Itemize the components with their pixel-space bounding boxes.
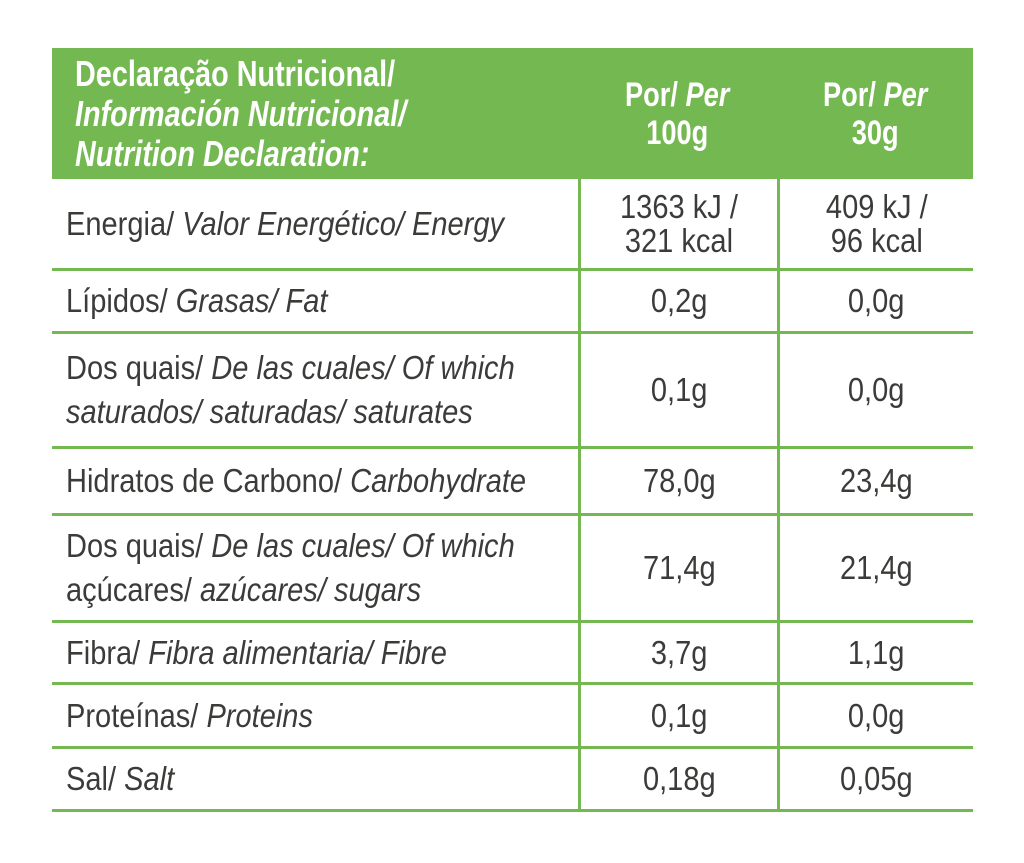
column-header-per-100g: Por/ Per 100g bbox=[578, 48, 777, 179]
value-per-30g: 0,0g bbox=[777, 271, 973, 331]
value-per-100g: 0,2g bbox=[578, 271, 777, 331]
table-title: Declaração Nutricional/ Información Nutr… bbox=[52, 48, 578, 179]
value-per-30g: 0,0g bbox=[777, 685, 973, 746]
table-row-sugars: Dos quais/ De las cuales/ Of which açúca… bbox=[52, 516, 973, 623]
table-row-fat: Lípidos/ Grasas/ Fat 0,2g 0,0g bbox=[52, 271, 973, 334]
value-per-30g: 0,05g bbox=[777, 749, 973, 809]
row-label: Hidratos de Carbono/ Carbohydrate bbox=[66, 462, 527, 499]
table-row-energy: Energia/ Valor Energético/ Energy 1363 k… bbox=[52, 179, 973, 271]
table-row-salt: Sal/ Salt 0,18g 0,05g bbox=[52, 749, 973, 812]
value-per-100g: 0,1g bbox=[578, 685, 777, 746]
title-line-spanish: Información Nutricional/ bbox=[75, 92, 407, 134]
value-per-100g: 0,1g bbox=[578, 334, 777, 446]
value-per-30g: 23,4g bbox=[777, 449, 973, 513]
per-label-regular: Por/ bbox=[822, 75, 876, 114]
table-row-carbohydrate: Hidratos de Carbono/ Carbohydrate 78,0g … bbox=[52, 449, 973, 516]
value-per-100g: 0,18g bbox=[578, 749, 777, 809]
value-per-30g: 1,1g bbox=[777, 623, 973, 682]
table-header: Declaração Nutricional/ Información Nutr… bbox=[52, 48, 973, 179]
value-per-30g: 0,0g bbox=[777, 334, 973, 446]
value-per-30g: 409 kJ / 96 kcal bbox=[777, 179, 973, 268]
value-per-100g: 3,7g bbox=[578, 623, 777, 682]
amount-30g: 30g bbox=[851, 113, 899, 152]
row-label: Proteínas/ Proteins bbox=[66, 696, 313, 734]
table-row-fibre: Fibra/ Fibra alimentaria/ Fibre 3,7g 1,1… bbox=[52, 623, 973, 685]
row-label: Sal/ Salt bbox=[66, 760, 175, 797]
row-label: Energia/ Valor Energético/ Energy bbox=[66, 204, 505, 242]
row-label: Dos quais/ De las cuales/ Of which açúca… bbox=[66, 527, 515, 608]
row-label: Lípidos/ Grasas/ Fat bbox=[66, 282, 328, 319]
nutrition-table: Declaração Nutricional/ Información Nutr… bbox=[52, 48, 973, 812]
column-header-per-30g: Por/ Per 30g bbox=[777, 48, 973, 179]
title-line-english: Nutrition Declaration: bbox=[75, 132, 370, 174]
per-label-regular: Por/ bbox=[625, 75, 679, 114]
value-per-30g: 21,4g bbox=[777, 516, 973, 620]
amount-100g: 100g bbox=[646, 113, 709, 152]
title-line-portuguese: Declaração Nutricional/ bbox=[75, 52, 396, 94]
per-label-italic: Per bbox=[883, 75, 928, 114]
per-label-italic: Per bbox=[685, 75, 730, 114]
value-per-100g: 71,4g bbox=[578, 516, 777, 620]
row-label: Fibra/ Fibra alimentaria/ Fibre bbox=[66, 633, 447, 671]
table-row-protein: Proteínas/ Proteins 0,1g 0,0g bbox=[52, 685, 973, 749]
value-per-100g: 1363 kJ / 321 kcal bbox=[578, 179, 777, 268]
row-label: Dos quais/ De las cuales/ Of which satur… bbox=[66, 349, 515, 430]
value-per-100g: 78,0g bbox=[578, 449, 777, 513]
table-row-saturates: Dos quais/ De las cuales/ Of which satur… bbox=[52, 334, 973, 449]
